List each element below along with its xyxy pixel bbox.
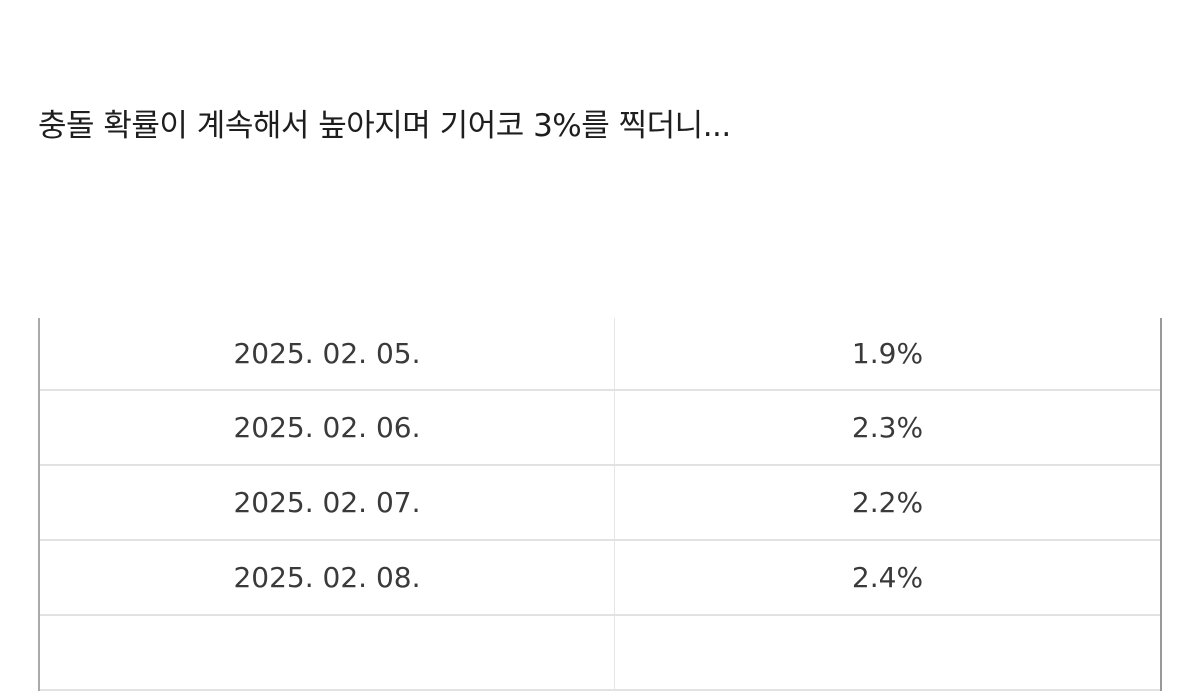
value-cell [615, 616, 1160, 689]
table-row: 2025. 02. 08. 2.4% [40, 541, 1160, 616]
table-row-partial [40, 616, 1160, 691]
date-cell: 2025. 02. 08. [40, 541, 615, 614]
value-cell: 2.4% [851, 561, 924, 594]
probability-table: 2025. 02. 05. 1.9% 2025. 02. 06. 2.3% 20… [38, 318, 1162, 691]
value-cell: 1.9% [851, 337, 924, 370]
table-row: 2025. 02. 06. 2.3% [40, 391, 1160, 466]
date-cell: 2025. 02. 06. [40, 391, 615, 464]
table-row: 2025. 02. 07. 2.2% [40, 466, 1160, 541]
table-row: 2025. 02. 05. 1.9% [40, 318, 1160, 391]
date-cell [40, 616, 615, 689]
value-cell: 2.2% [851, 486, 924, 519]
date-cell: 2025. 02. 07. [40, 466, 615, 539]
date-cell: 2025. 02. 05. [40, 318, 615, 389]
page-title: 충돌 확률이 계속해서 높아지며 기어코 3%를 찍더니... [38, 108, 731, 144]
value-cell: 2.3% [851, 411, 924, 444]
